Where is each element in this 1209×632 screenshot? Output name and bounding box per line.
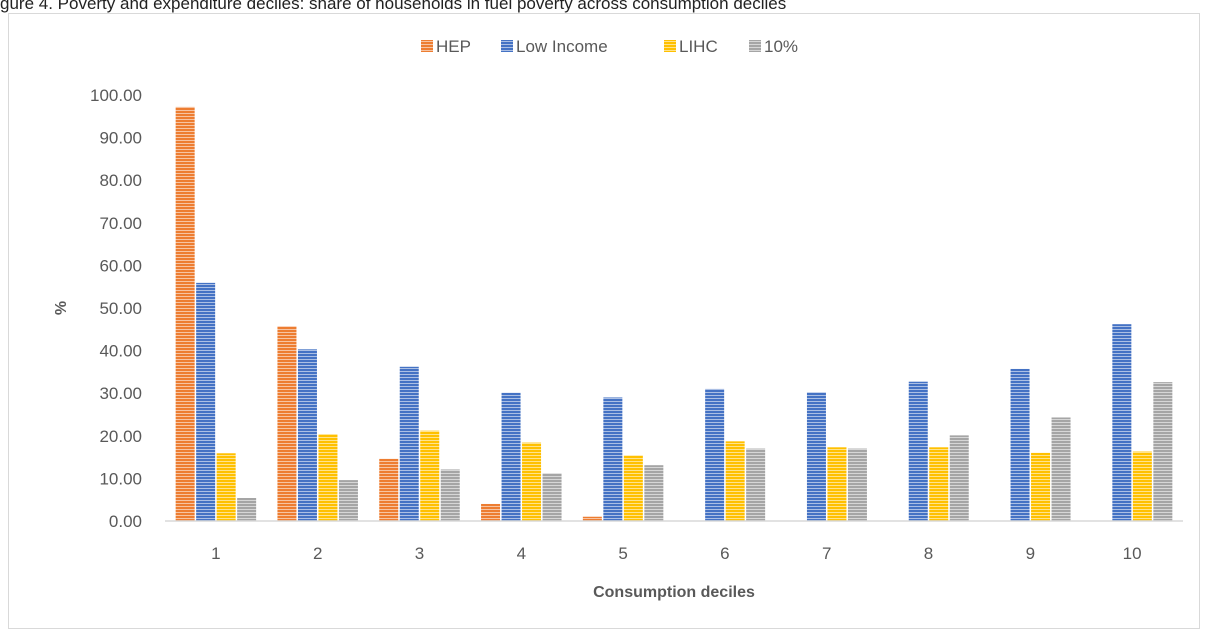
bar	[705, 388, 725, 521]
bar	[1051, 417, 1071, 521]
legend-item: Low Income	[501, 37, 608, 56]
bar	[1112, 324, 1132, 521]
bar	[725, 441, 745, 521]
bar	[501, 392, 521, 521]
y-axis-title: %	[53, 301, 70, 315]
y-tick-label: 50.00	[99, 299, 142, 318]
bar	[175, 106, 195, 521]
bar	[623, 455, 643, 521]
legend-swatch	[421, 40, 433, 52]
bar	[297, 349, 317, 521]
bar	[196, 282, 216, 521]
bar	[847, 448, 867, 521]
bar	[908, 381, 928, 521]
legend-item: 10%	[749, 37, 798, 56]
bar	[582, 516, 602, 521]
bar	[949, 435, 969, 521]
bar	[929, 447, 949, 521]
y-tick-label: 100.00	[90, 86, 142, 105]
y-tick-label: 70.00	[99, 214, 142, 233]
y-tick-label: 0.00	[109, 512, 142, 531]
x-tick-label: 3	[415, 544, 424, 563]
bar	[1153, 382, 1173, 521]
bar	[277, 326, 297, 521]
bar	[420, 430, 440, 521]
x-tick-label: 7	[822, 544, 831, 563]
legend-item: LIHC	[664, 37, 718, 56]
bar	[1132, 451, 1152, 521]
bar	[746, 448, 766, 521]
legend-swatch	[749, 40, 761, 52]
bar	[806, 392, 826, 521]
bar	[440, 469, 460, 521]
bar	[318, 434, 338, 521]
bar	[1010, 368, 1030, 521]
y-tick-label: 90.00	[99, 129, 142, 148]
y-tick-label: 60.00	[99, 256, 142, 275]
bar	[644, 465, 664, 521]
bars	[175, 106, 1173, 521]
bar	[481, 503, 501, 521]
bar	[399, 366, 419, 521]
bar	[603, 397, 623, 521]
x-tick-label: 6	[720, 544, 729, 563]
y-axis-ticks: 0.00 10.00 20.00 30.00 40.00 50.00 60.00 70.00 8…	[90, 86, 142, 531]
bar	[237, 497, 257, 521]
legend-item: HEP	[421, 37, 471, 56]
x-tick-label: 9	[1026, 544, 1035, 563]
bar	[542, 473, 562, 521]
legend-label: 10%	[764, 37, 798, 56]
x-tick-label: 10	[1123, 544, 1142, 563]
x-tick-label: 8	[924, 544, 933, 563]
bar	[827, 447, 847, 521]
bar	[522, 442, 542, 521]
bar	[1031, 452, 1051, 521]
legend: HEP Low Income LIHC 10%	[421, 37, 798, 56]
y-tick-label: 20.00	[99, 427, 142, 446]
x-tick-label: 1	[211, 544, 220, 563]
y-tick-label: 40.00	[99, 342, 142, 361]
x-tick-label: 2	[313, 544, 322, 563]
x-tick-label: 4	[517, 544, 526, 563]
legend-label: LIHC	[679, 37, 718, 56]
x-tick-label: 5	[618, 544, 627, 563]
y-tick-label: 10.00	[99, 469, 142, 488]
x-axis-ticks: 1 2 3 4 5 6 7 8 9 10	[211, 544, 1141, 563]
legend-label: HEP	[436, 37, 471, 56]
bar	[338, 480, 358, 521]
y-tick-label: 80.00	[99, 171, 142, 190]
legend-swatch	[501, 40, 513, 52]
bar	[216, 453, 236, 521]
figure-caption: gure 4. Poverty and expenditure deciles:…	[0, 0, 787, 13]
legend-label: Low Income	[516, 37, 608, 56]
x-axis-title: Consumption deciles	[593, 584, 755, 601]
y-tick-label: 30.00	[99, 384, 142, 403]
bar	[379, 458, 399, 521]
legend-swatch	[664, 40, 676, 52]
